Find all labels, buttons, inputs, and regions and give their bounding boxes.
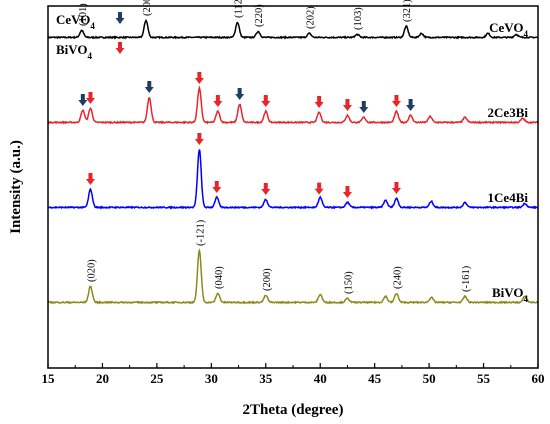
legend-arrow <box>115 42 125 54</box>
red-arrow-marker <box>194 133 204 145</box>
series-line <box>47 85 539 125</box>
legend-entry: CeVO4 <box>56 12 95 31</box>
x-tick-label: 30 <box>205 371 218 386</box>
hkl-label: (200) <box>142 0 153 16</box>
blue-arrow-marker <box>359 101 369 113</box>
hkl-label: (240) <box>392 266 403 289</box>
red-arrow-marker <box>261 95 271 107</box>
series-label: BiVO4 <box>492 285 529 304</box>
hkl-label: (200) <box>262 268 273 291</box>
series-line <box>47 149 539 210</box>
x-axis-ticks: 15 20 25 30 35 40 45 50 55 60 <box>42 363 545 386</box>
legend: CeVO4 BiVO4 <box>56 12 125 61</box>
hkl-label: (220) <box>254 4 265 27</box>
red-arrow-marker <box>391 182 401 194</box>
hkl-label: (150) <box>343 271 354 294</box>
blue-arrow-marker <box>406 99 416 111</box>
legend-arrow <box>115 12 125 24</box>
x-tick-label: 40 <box>314 371 327 386</box>
series-label: 2Ce3Bi <box>488 105 529 120</box>
hkl-label: (321) <box>402 0 413 22</box>
hkl-label: (202) <box>305 6 316 29</box>
red-arrow-marker <box>342 99 352 111</box>
blue-arrow-marker <box>235 88 245 100</box>
red-arrow-marker <box>194 72 204 84</box>
red-arrow-marker <box>212 181 222 193</box>
series-label: CeVO4 <box>489 20 528 39</box>
x-tick-label: 45 <box>368 371 382 386</box>
hkl-label: (101) <box>78 3 89 26</box>
red-arrow-marker <box>261 183 271 195</box>
x-tick-label: 20 <box>96 371 109 386</box>
hkl-label: (112) <box>233 0 244 18</box>
red-arrow-marker <box>391 95 401 107</box>
hkl-label: (040) <box>214 266 225 289</box>
red-arrow-marker <box>85 91 95 104</box>
x-tick-label: 55 <box>477 371 491 386</box>
series-line <box>47 248 539 305</box>
hkl-label: (020) <box>86 259 97 282</box>
series-line <box>47 18 539 40</box>
x-tick-label: 50 <box>423 371 436 386</box>
x-tick-label: 15 <box>42 371 56 386</box>
legend-entry: BiVO4 <box>56 42 93 61</box>
blue-arrow-marker <box>78 93 88 106</box>
hkl-labels: (101) (200) (112) (220) (202) (103) (321) (020)… <box>78 0 472 294</box>
plot-frame <box>47 5 539 369</box>
series-labels: CeVO4 2Ce3Bi 1Ce4Bi BiVO4 <box>488 20 529 304</box>
red-arrow-marker <box>314 96 324 108</box>
y-axis-title: Intensity (a.u.) <box>8 140 24 234</box>
red-arrow-marker <box>314 182 324 195</box>
x-axis-title: 2Theta (degree) <box>243 402 344 418</box>
red-arrow-marker <box>342 186 352 198</box>
arrow-markers <box>78 72 416 198</box>
x-tick-label: 35 <box>259 371 273 386</box>
plot-lines <box>47 18 539 305</box>
x-tick-label: 60 <box>532 371 545 386</box>
hkl-label: (103) <box>353 7 364 30</box>
series-label: 1Ce4Bi <box>488 190 529 205</box>
hkl-label: (-121) <box>195 219 206 246</box>
x-tick-label: 25 <box>150 371 164 386</box>
red-arrow-marker <box>213 95 223 107</box>
blue-arrow-marker <box>144 81 154 93</box>
red-arrow-marker <box>85 173 95 185</box>
hkl-label: (-161) <box>461 265 472 292</box>
